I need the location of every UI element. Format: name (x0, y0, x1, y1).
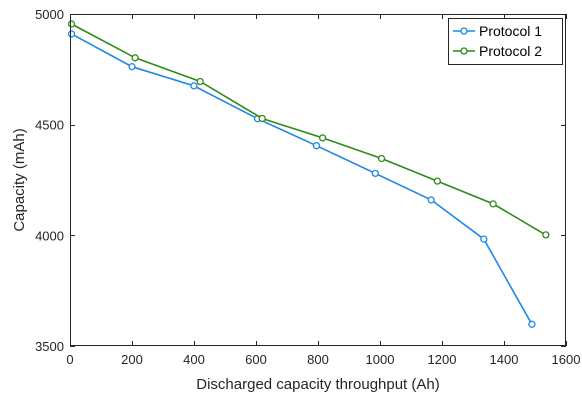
legend-item: Protocol 2 (453, 43, 542, 59)
data-point (67, 20, 76, 28)
legend-marker (460, 27, 468, 35)
x-tick-label: 200 (121, 352, 143, 367)
legend-label: Protocol 2 (479, 43, 542, 59)
data-point (128, 63, 136, 71)
y-tick-label: 4500 (35, 118, 64, 133)
x-tick-label: 1400 (490, 352, 519, 367)
data-point (528, 320, 536, 328)
data-point (433, 177, 442, 185)
x-tick-label: 0 (66, 352, 73, 367)
x-tick-label: 1200 (428, 352, 457, 367)
x-tick-label: 800 (307, 352, 329, 367)
legend-marker (460, 47, 468, 55)
y-tick-label: 5000 (35, 7, 64, 22)
data-point (312, 142, 321, 150)
x-tick-label: 1000 (366, 352, 395, 367)
x-tick-label: 600 (245, 352, 267, 367)
plot-area (70, 14, 566, 346)
tick-layer: 0 200 400 600 800 1000 1200 1400 1600 3500 4000 450… (35, 7, 580, 367)
data-point (196, 77, 204, 86)
x-tick-label: 1600 (552, 352, 581, 367)
data-point (318, 134, 327, 142)
legend-label: Protocol 1 (479, 23, 542, 39)
data-point (131, 54, 139, 62)
data-point (377, 154, 386, 163)
data-point (371, 169, 380, 178)
data-point (542, 231, 550, 239)
legend-box (448, 18, 563, 65)
y-tick-label: 3500 (35, 339, 64, 354)
data-point (190, 82, 198, 90)
y-tick-label: 4000 (35, 228, 64, 243)
legend: Protocol 1 Protocol 2 (448, 18, 563, 65)
y-axis-title: Capacity (mAh) (11, 128, 28, 231)
legend-item: Protocol 1 (453, 23, 542, 39)
x-axis-title: Discharged capacity throughput (Ah) (196, 376, 439, 393)
data-point (67, 30, 76, 38)
data-point (258, 114, 266, 123)
data-point (427, 196, 435, 204)
x-tick-label: 400 (183, 352, 205, 367)
series-2 (67, 20, 550, 239)
data-point (489, 200, 497, 208)
data-point (480, 235, 488, 243)
